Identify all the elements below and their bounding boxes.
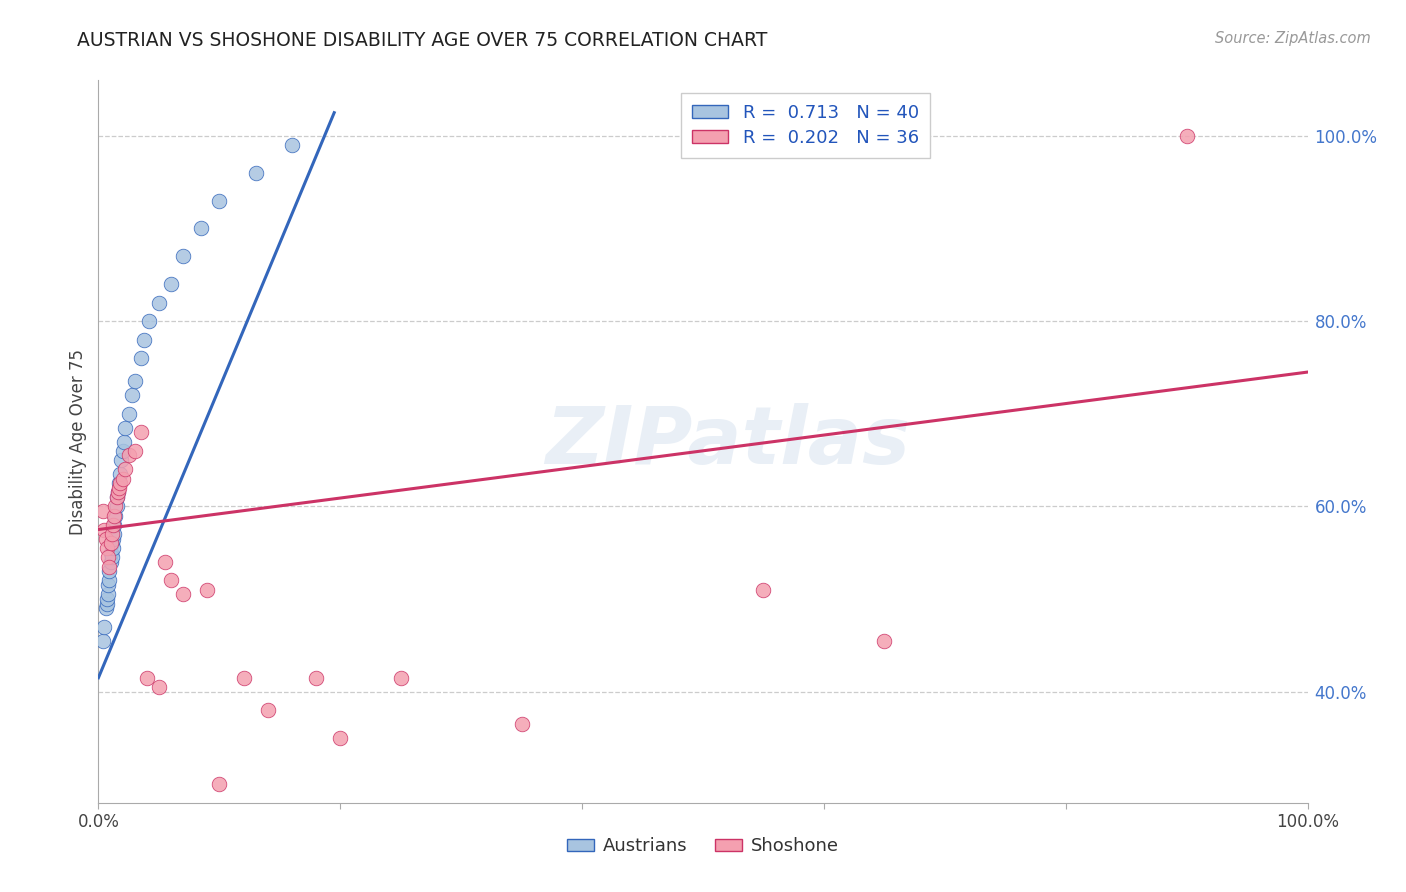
Point xyxy=(101,517,124,532)
Point xyxy=(105,490,128,504)
Point xyxy=(389,671,412,685)
Point xyxy=(91,504,114,518)
Point xyxy=(100,546,122,560)
Point xyxy=(107,485,129,500)
Point xyxy=(98,574,121,588)
Y-axis label: Disability Age Over 75: Disability Age Over 75 xyxy=(69,349,87,534)
Point xyxy=(195,582,218,597)
Point xyxy=(111,443,134,458)
Point xyxy=(108,467,131,481)
Point xyxy=(93,620,115,634)
Point xyxy=(100,536,122,550)
Point xyxy=(232,671,254,685)
Point xyxy=(105,500,128,514)
Point xyxy=(101,532,124,546)
Point xyxy=(97,550,120,565)
Point xyxy=(256,703,278,717)
Point xyxy=(98,564,121,578)
Point xyxy=(329,731,352,745)
Point xyxy=(114,462,136,476)
Point xyxy=(148,680,170,694)
Point xyxy=(100,555,122,569)
Point xyxy=(245,166,267,180)
Point xyxy=(98,559,121,574)
Point xyxy=(135,671,157,685)
Point xyxy=(153,555,176,569)
Point xyxy=(134,333,156,347)
Point xyxy=(121,388,143,402)
Point xyxy=(138,314,160,328)
Point xyxy=(112,434,135,449)
Text: Source: ZipAtlas.com: Source: ZipAtlas.com xyxy=(1215,31,1371,46)
Point xyxy=(118,407,141,421)
Point xyxy=(510,717,533,731)
Legend: Austrians, Shoshone: Austrians, Shoshone xyxy=(560,830,846,863)
Point xyxy=(108,476,131,491)
Point xyxy=(172,587,194,601)
Point xyxy=(110,453,132,467)
Point xyxy=(129,425,152,440)
Point xyxy=(100,550,122,565)
Point xyxy=(190,221,212,235)
Point xyxy=(103,517,125,532)
Point xyxy=(107,485,129,500)
Point xyxy=(97,587,120,601)
Point xyxy=(108,481,131,495)
Point xyxy=(129,351,152,366)
Point xyxy=(148,295,170,310)
Point xyxy=(124,375,146,389)
Point xyxy=(873,633,896,648)
Point xyxy=(94,532,117,546)
Point xyxy=(281,138,304,153)
Point xyxy=(104,508,127,523)
Point xyxy=(96,541,118,555)
Point xyxy=(105,490,128,504)
Point xyxy=(111,472,134,486)
Point xyxy=(172,249,194,263)
Point xyxy=(100,536,122,550)
Point xyxy=(96,592,118,607)
Point xyxy=(104,500,127,514)
Point xyxy=(208,777,231,791)
Text: AUSTRIAN VS SHOSHONE DISABILITY AGE OVER 75 CORRELATION CHART: AUSTRIAN VS SHOSHONE DISABILITY AGE OVER… xyxy=(77,31,768,50)
Point xyxy=(160,277,183,291)
Point xyxy=(96,597,118,611)
Point xyxy=(305,671,328,685)
Point xyxy=(101,541,124,555)
Point xyxy=(1175,128,1198,143)
Point xyxy=(114,420,136,434)
Point xyxy=(752,582,775,597)
Point xyxy=(91,633,114,648)
Text: ZIPatlas: ZIPatlas xyxy=(544,402,910,481)
Point xyxy=(103,508,125,523)
Point xyxy=(208,194,231,208)
Point xyxy=(93,523,115,537)
Point xyxy=(97,578,120,592)
Point xyxy=(118,449,141,463)
Point xyxy=(103,527,125,541)
Point xyxy=(100,527,122,541)
Point xyxy=(124,443,146,458)
Point xyxy=(94,601,117,615)
Point xyxy=(160,574,183,588)
Point xyxy=(108,476,131,491)
